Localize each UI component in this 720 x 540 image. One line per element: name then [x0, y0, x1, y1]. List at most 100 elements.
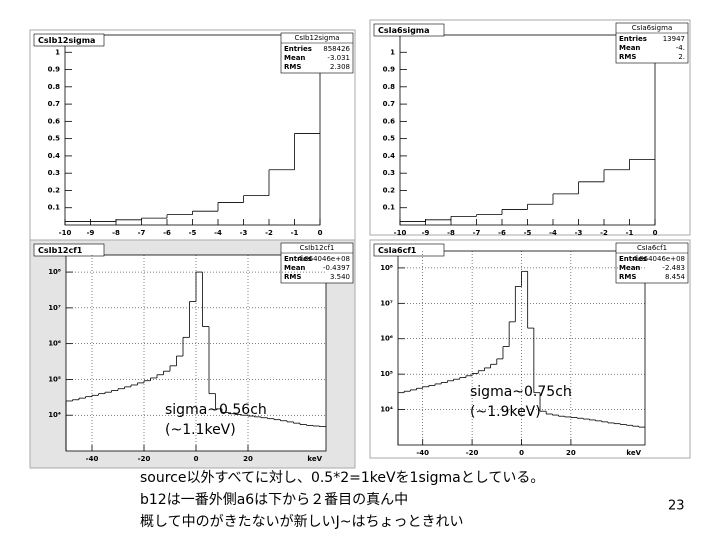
y-tick-label: 0.8: [48, 83, 61, 91]
y-tick-label: 10⁶: [48, 340, 61, 348]
y-tick-label: 0.6: [383, 117, 396, 125]
x-tick-label: -3: [240, 229, 248, 237]
x-tick-label: 0: [318, 229, 323, 237]
x-tick-label: 20: [566, 449, 576, 457]
note: 概して中のがきたないが新しいJ~はちょっときれい: [140, 514, 463, 530]
x-tick-label: -6: [498, 229, 506, 237]
stats-value: 8.454: [665, 273, 686, 281]
x-tick-label: -4: [214, 229, 222, 237]
x-tick-label: -5: [524, 229, 532, 237]
y-tick-label: 0.8: [383, 83, 396, 91]
annotation: (~1.9keV): [470, 404, 541, 420]
y-tick-label: 10⁵: [48, 375, 61, 383]
stats-label: Mean: [619, 44, 640, 52]
plot-area: [64, 34, 321, 226]
stats-label: Mean: [284, 264, 305, 272]
stats-label: Entries: [619, 35, 647, 43]
x-tick-label: -40: [416, 449, 429, 457]
stats-label: RMS: [284, 63, 301, 71]
x-tick-label: -4: [549, 229, 557, 237]
stats-box: [615, 242, 689, 284]
stats-label: RMS: [284, 273, 301, 281]
y-tick-label: 10⁸: [48, 268, 61, 276]
note: source以外すべてに対し、0.5*2=1keVを1sigmaとしている。: [140, 470, 544, 486]
x-tick-label: -5: [189, 229, 197, 237]
x-tick-label: -20: [138, 455, 151, 463]
y-tick-label: 0.4: [48, 152, 61, 160]
y-tick-label: 0.3: [48, 169, 61, 177]
stats-title: CsIa6cf1: [637, 244, 667, 252]
x-tick-label: -3: [575, 229, 583, 237]
y-tick-label: 0.6: [48, 117, 61, 125]
x-tick-label: -9: [422, 229, 430, 237]
plot-area: [399, 34, 656, 226]
stats-box: [615, 22, 689, 64]
y-tick-label: 0.9: [383, 66, 396, 74]
stats-title: CsIb12sigma: [294, 34, 339, 42]
chart-title: CsIa6sigma: [378, 26, 430, 35]
x-tick-label: -1: [291, 229, 299, 237]
y-tick-label: 10⁶: [380, 335, 393, 343]
x-tick-label: -20: [466, 449, 479, 457]
y-tick-label: 10⁴: [380, 406, 393, 414]
y-tick-label: 0.2: [383, 186, 396, 194]
stats-value: -3.031: [327, 54, 350, 62]
y-tick-label: 0.5: [48, 135, 61, 143]
stats-value: -0.4397: [323, 264, 350, 272]
stats-label: Entries: [284, 45, 312, 53]
y-tick-label: 10⁸: [380, 264, 393, 272]
title-box: [33, 33, 105, 47]
stats-box: [280, 32, 354, 74]
x-tick-label: 0: [653, 229, 658, 237]
page-number: 23: [668, 499, 685, 514]
stats-title: CsIb12cf1: [300, 244, 335, 252]
x-tick-label: -6: [163, 229, 171, 237]
title-box: [33, 243, 105, 257]
x-tick-label: -10: [59, 229, 72, 237]
stats-label: Entries: [619, 255, 647, 263]
y-tick-label: 10⁴: [48, 411, 61, 419]
y-tick-label: 1: [390, 48, 395, 56]
x-tick-label: 20: [243, 455, 253, 463]
y-tick-label: 0.7: [383, 100, 396, 108]
stats-value: 4.064046e+08: [298, 255, 350, 263]
chart-title: CsIb12cf1: [38, 246, 83, 255]
chart-title: CsIb12sigma: [38, 36, 95, 45]
y-tick-label: 0.3: [383, 169, 396, 177]
x-tick-label: -2: [600, 229, 608, 237]
y-tick-label: 0.5: [383, 135, 396, 143]
x-axis-label: keV: [307, 455, 322, 463]
note: b12は一番外側a6は下から２番目の真ん中: [140, 492, 408, 508]
stats-value: 2.308: [330, 63, 350, 71]
title-box: [373, 243, 445, 257]
y-tick-label: 10⁷: [380, 299, 393, 307]
x-tick-label: -10: [394, 229, 407, 237]
y-tick-label: 10⁷: [48, 304, 61, 312]
stats-value: 13947: [663, 35, 685, 43]
stats-label: Entries: [284, 255, 312, 263]
x-tick-label: -9: [87, 229, 95, 237]
stats-value: 858426: [323, 45, 350, 53]
stats-label: RMS: [619, 273, 636, 281]
y-tick-label: 1: [55, 48, 60, 56]
stats-value: -2.483: [662, 264, 685, 272]
x-tick-label: -2: [265, 229, 273, 237]
stats-title: CsIa6sigma: [632, 24, 673, 32]
stats-value: 4.064046e+08: [633, 255, 685, 263]
y-tick-label: 0.4: [383, 152, 396, 160]
y-tick-label: 0.9: [48, 66, 61, 74]
stats-label: Mean: [284, 54, 305, 62]
x-tick-label: -7: [473, 229, 481, 237]
annotation: sigma~0.56ch: [165, 402, 267, 418]
chart-title: CsIa6cf1: [378, 246, 417, 255]
x-tick-label: -7: [138, 229, 146, 237]
y-tick-label: 0.1: [383, 204, 396, 212]
stats-value: -4.: [676, 44, 685, 52]
y-tick-label: 0.2: [48, 186, 61, 194]
stats-value: 3.540: [330, 273, 350, 281]
x-tick-label: -1: [626, 229, 634, 237]
stats-value: 2.: [678, 53, 685, 61]
x-axis-label: keV: [626, 449, 641, 457]
annotation: sigma~0.75ch: [470, 384, 572, 400]
